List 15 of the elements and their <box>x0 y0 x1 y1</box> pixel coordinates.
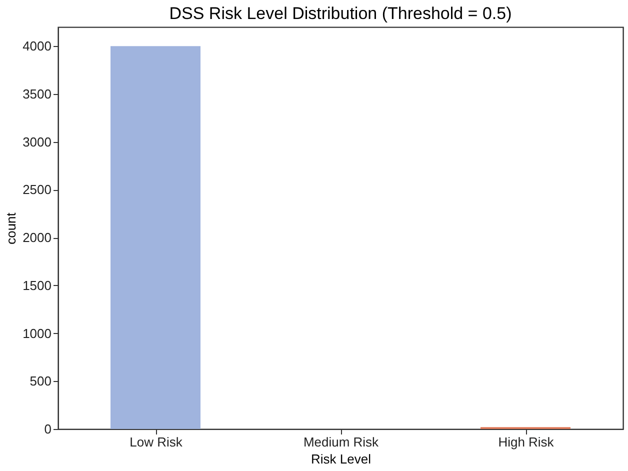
y-axis-title: count <box>4 212 19 244</box>
chart-title: DSS Risk Level Distribution (Threshold = 0.5) <box>169 4 512 23</box>
y-tick-label: 3000 <box>22 134 52 150</box>
x-tick-label: Low Risk <box>130 434 183 450</box>
x-axis-title: Risk Level <box>311 452 372 466</box>
y-tick-label: 2500 <box>22 182 52 198</box>
y-tick-label: 500 <box>30 374 52 389</box>
x-tick-label: Medium Risk <box>303 434 380 450</box>
y-tick-label: 1000 <box>22 326 52 341</box>
x-tick-label: High Risk <box>498 434 554 450</box>
y-tick-label: 0 <box>44 422 52 436</box>
y-tick-label: 1500 <box>22 278 52 293</box>
y-tick-label: 3500 <box>22 86 52 102</box>
y-tick-label: 2000 <box>22 230 52 246</box>
y-tick-label: 4000 <box>22 38 52 54</box>
